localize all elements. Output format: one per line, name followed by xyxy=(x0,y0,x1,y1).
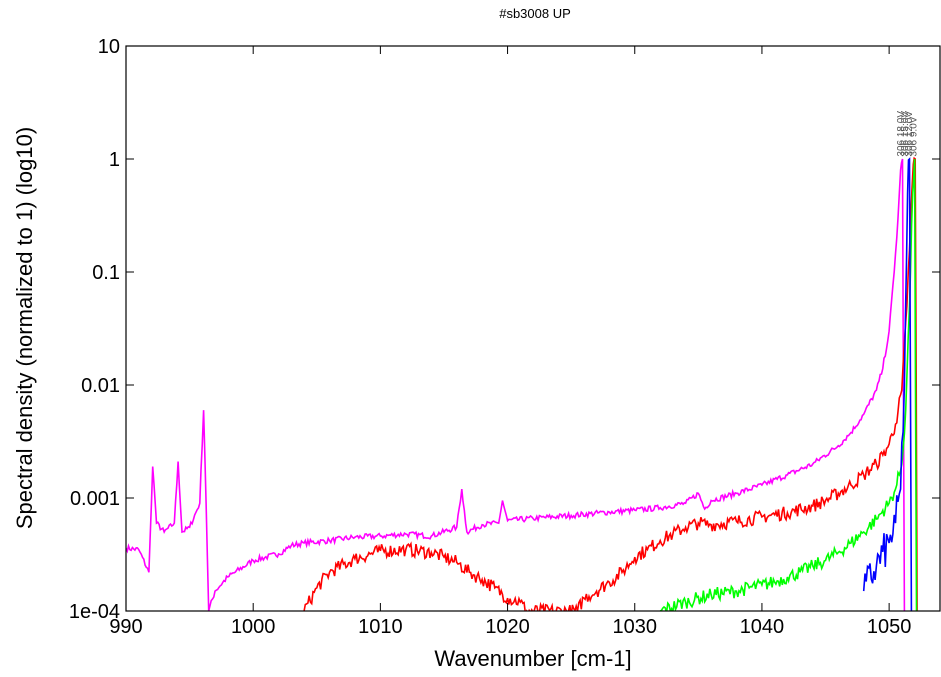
series-group xyxy=(126,158,917,618)
y-tick-label: 1e-04 xyxy=(69,601,120,623)
x-axis: 990 1000 1010 1020 1030 1040 1050 xyxy=(109,46,911,638)
y-tick-label: 10 xyxy=(98,36,120,58)
x-tick-label: 1030 xyxy=(613,616,658,638)
y-tick-label: 0.01 xyxy=(81,375,120,397)
y-tick-label: 0.1 xyxy=(92,262,120,284)
x-tick-label: 1020 xyxy=(485,616,530,638)
x-tick-label: 1040 xyxy=(740,616,785,638)
y-axis-title: Spectral density (normalized to 1) (log1… xyxy=(12,127,37,529)
y-tick-label: 1 xyxy=(109,149,120,171)
x-tick-label: 1000 xyxy=(231,616,276,638)
series-line-3 xyxy=(660,159,916,613)
x-tick-label: 1050 xyxy=(867,616,912,638)
y-axis: 1e-04 0.001 0.01 0.1 1 10 xyxy=(69,36,940,623)
chart-title: #sb3008 UP xyxy=(499,6,571,21)
series-line-1 xyxy=(126,159,904,611)
peak-label: 306 9.0V xyxy=(908,116,919,156)
x-axis-title: Wavenumber [cm-1] xyxy=(434,646,631,671)
y-tick-label: 0.001 xyxy=(70,488,120,510)
plot-area xyxy=(126,46,940,618)
plot-frame xyxy=(126,46,940,611)
x-tick-label: 1010 xyxy=(358,616,403,638)
series-line-2 xyxy=(304,158,917,618)
